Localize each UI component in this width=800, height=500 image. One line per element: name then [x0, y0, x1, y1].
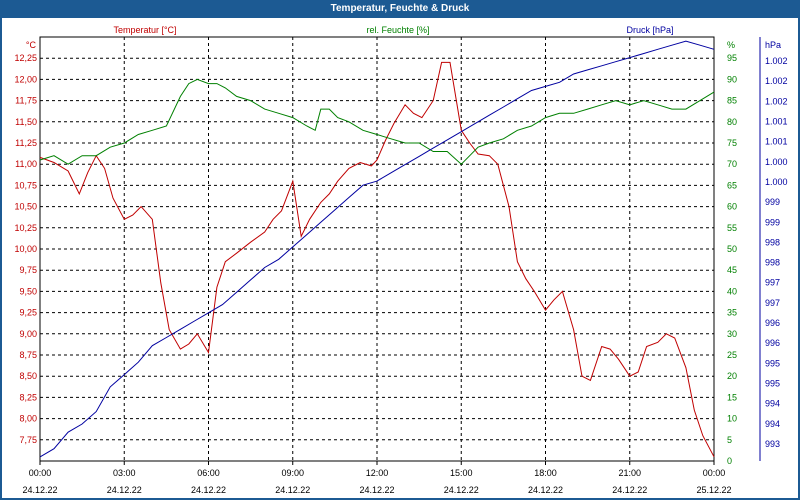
temperature-tick: 8,00 — [19, 414, 37, 424]
temperature-tick: 9,75 — [19, 265, 37, 275]
pressure-tick: 995 — [765, 379, 780, 389]
temperature-tick: 10,00 — [14, 244, 37, 254]
temperature-tick: 9,25 — [19, 308, 37, 318]
x-tick-date: 24.12.22 — [191, 485, 226, 495]
temperature-tick: 11,50 — [15, 117, 37, 127]
pressure-tick: 997 — [765, 278, 780, 288]
humidity-tick: 20 — [727, 371, 737, 381]
temperature-tick: 10,25 — [14, 223, 37, 233]
pressure-tick: 1.000 — [765, 177, 788, 187]
humidity-tick: 60 — [727, 202, 737, 212]
humidity-tick: 50 — [727, 244, 737, 254]
humidity-tick: 10 — [727, 414, 737, 424]
pressure-tick: 994 — [765, 419, 780, 429]
chart-series — [39, 40, 715, 458]
humidity-tick: 70 — [727, 159, 737, 169]
humidity-tick: 40 — [727, 286, 737, 296]
temperature-tick: 8,25 — [19, 392, 37, 402]
humidity-tick: 75 — [727, 138, 737, 148]
humidity-tick: 15 — [727, 392, 737, 402]
humidity-tick: 30 — [727, 329, 737, 339]
temperature-tick: 11,75 — [15, 96, 37, 106]
window-title: Temperatur, Feuchte & Druck — [2, 0, 798, 18]
humidity-tick: 0 — [727, 456, 732, 466]
pressure-tick: 999 — [765, 217, 780, 227]
pressure-unit: hPa — [765, 40, 781, 50]
temperature-tick: 11,25 — [15, 138, 37, 148]
temperature-label: Temperatur [°C] — [113, 25, 176, 35]
pressure-tick: 999 — [765, 197, 780, 207]
time-axis: 00:00 24.12.22 03:00 24.12.22 06:00 24.12.22 0… — [22, 461, 732, 495]
temperature-tick: 10,50 — [14, 202, 37, 212]
pressure-tick: 1.002 — [765, 76, 788, 86]
pressure-tick: 998 — [765, 258, 780, 268]
x-tick-time: 06:00 — [197, 468, 220, 478]
temperature-tick: 12,00 — [14, 74, 37, 84]
humidity-tick: 85 — [727, 96, 737, 106]
temperature-tick: 8,75 — [19, 350, 37, 360]
pressure-axis: 993 994 994 995 995 996 996 997 997 998 998 999 999 1… — [759, 37, 788, 461]
humidity-line — [39, 78, 715, 165]
temperature-tick: 10,75 — [14, 180, 37, 190]
humidity-tick: 55 — [727, 223, 737, 233]
x-tick-time: 00:00 — [703, 468, 726, 478]
x-tick-time: 03:00 — [113, 468, 136, 478]
x-tick-date: 24.12.22 — [107, 485, 142, 495]
axis-labels: °C% hPa Temperatur [°C] rel. Feuchte [%] Dru… — [26, 25, 781, 50]
temperature-tick: 8,50 — [19, 371, 37, 381]
x-tick-date: 24.12.22 — [359, 485, 394, 495]
x-tick-date: 24.12.22 — [528, 485, 563, 495]
pressure-line — [39, 40, 715, 458]
pressure-tick: 1.001 — [765, 116, 788, 126]
humidity-tick: 80 — [727, 117, 737, 127]
temperature-tick: 9,00 — [19, 329, 37, 339]
x-tick-date: 24.12.22 — [275, 485, 310, 495]
x-tick-time: 12:00 — [366, 468, 389, 478]
chart-grid — [40, 37, 714, 461]
temperature-axis: 7,75 8,00 8,25 8,50 8,75 9,00 9,25 9,50 9,75 10,0… — [14, 53, 37, 445]
x-tick-time: 00:00 — [29, 468, 52, 478]
temperature-tick: 12,25 — [14, 53, 37, 63]
pressure-tick: 1.002 — [765, 96, 788, 106]
pressure-tick: 995 — [765, 358, 780, 368]
temperature-tick: 7,75 — [19, 435, 37, 445]
x-tick-date: 24.12.22 — [612, 485, 647, 495]
pressure-label: Druck [hPa] — [626, 25, 673, 35]
humidity-tick: 65 — [727, 180, 737, 190]
temperature-tick: 9,50 — [19, 286, 37, 296]
temperature-unit: °C — [26, 40, 37, 50]
pressure-tick: 998 — [765, 237, 780, 247]
x-tick-time: 21:00 — [618, 468, 641, 478]
humidity-tick: 35 — [727, 308, 737, 318]
pressure-tick: 996 — [765, 318, 780, 328]
humidity-tick: 90 — [727, 74, 737, 84]
humidity-tick: 5 — [727, 435, 732, 445]
pressure-tick: 1.002 — [765, 56, 788, 66]
x-tick-date: 24.12.22 — [444, 485, 479, 495]
pressure-tick: 997 — [765, 298, 780, 308]
temperature-line — [39, 61, 715, 458]
pressure-tick: 993 — [765, 439, 780, 449]
pressure-tick: 994 — [765, 399, 780, 409]
humidity-unit: % — [727, 40, 735, 50]
humidity-tick: 45 — [727, 265, 737, 275]
x-tick-date: 25.12.22 — [696, 485, 731, 495]
humidity-label: rel. Feuchte [%] — [366, 25, 429, 35]
humidity-tick: 95 — [727, 53, 737, 63]
x-tick-time: 09:00 — [281, 468, 304, 478]
humidity-axis: 0 5 10 15 20 25 30 35 40 45 50 55 60 65 70 75 80 85 90 95 — [727, 53, 737, 466]
pressure-tick: 1.000 — [765, 157, 788, 167]
pressure-tick: 996 — [765, 338, 780, 348]
x-tick-time: 18:00 — [534, 468, 557, 478]
x-tick-date: 24.12.22 — [22, 485, 57, 495]
pressure-tick: 1.001 — [765, 137, 788, 147]
temperature-tick: 11,00 — [15, 159, 37, 169]
humidity-tick: 25 — [727, 350, 737, 360]
x-tick-time: 15:00 — [450, 468, 473, 478]
